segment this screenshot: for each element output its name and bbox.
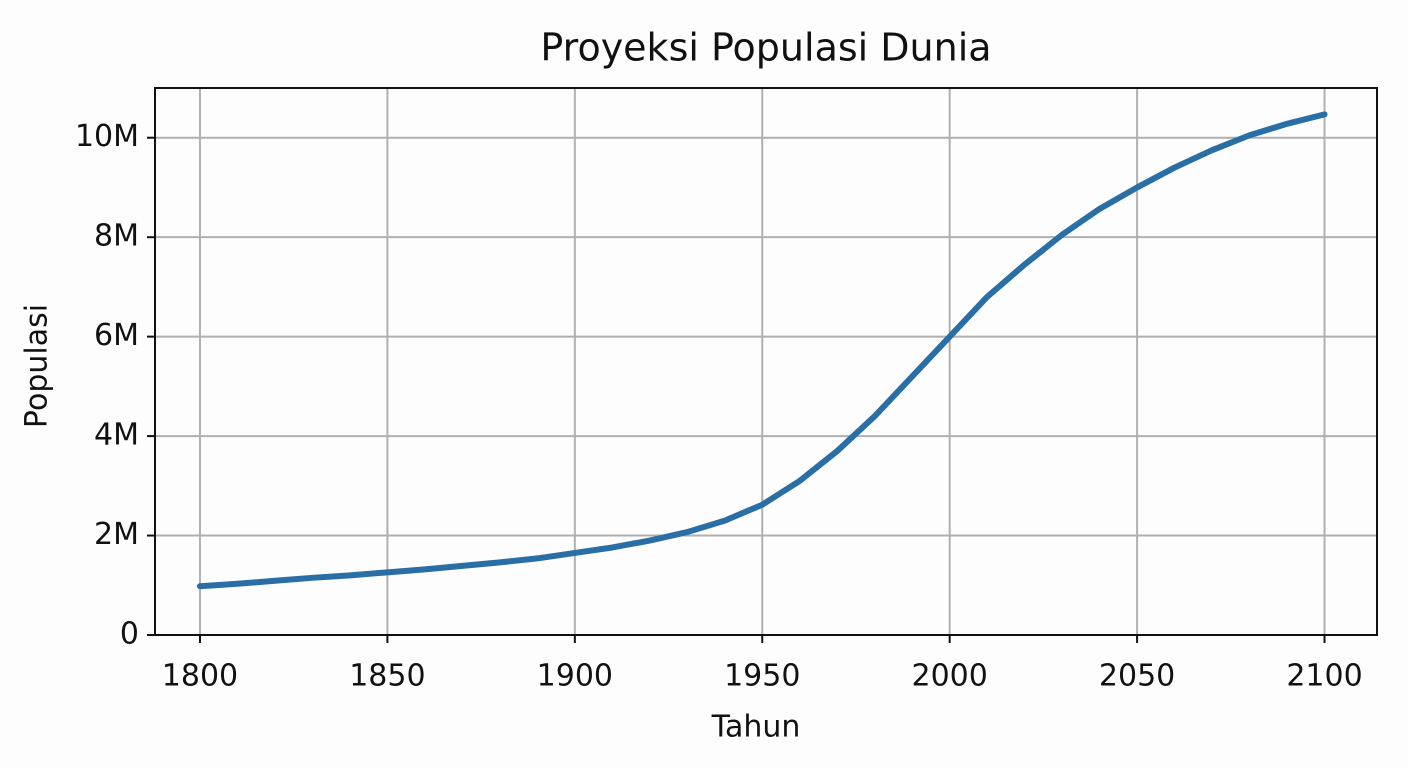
x-tick-label: 1800 [162,659,238,694]
y-axis-label: Populasi [20,304,55,428]
plot-frame [154,87,1378,636]
y-tick-label: 8M [94,219,139,254]
x-tick-label: 1850 [349,659,425,694]
y-tick-label: 2M [94,517,139,552]
y-tick-label: 10M [75,119,139,154]
x-tick-label: 2050 [1099,659,1175,694]
x-axis-label: Tahun [711,710,801,745]
y-tick-label: 0 [120,617,139,652]
y-tick-label: 4M [94,418,139,453]
x-tick-label: 2100 [1286,659,1362,694]
x-tick-label: 2000 [911,659,987,694]
line [196,111,1328,590]
x-tick-label: 1950 [724,659,800,694]
x-tick-label: 1900 [537,659,613,694]
chart-title: Proyeksi Populasi Dunia [540,26,991,70]
y-tick-label: 6M [94,318,139,353]
